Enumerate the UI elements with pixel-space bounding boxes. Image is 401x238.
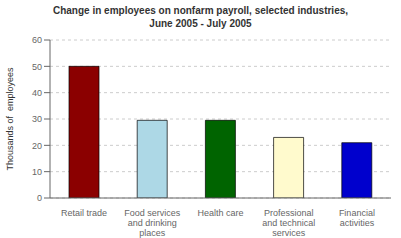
svg-text:Retail trade: Retail trade — [61, 208, 107, 218]
svg-text:60: 60 — [32, 35, 42, 45]
svg-text:0: 0 — [37, 193, 42, 203]
svg-text:Financialactivities: Financialactivities — [339, 208, 375, 228]
svg-text:Professionaland technicalservi: Professionaland technicalservices — [262, 208, 315, 238]
svg-text:40: 40 — [32, 88, 42, 98]
svg-text:20: 20 — [32, 141, 42, 151]
html-text:Change in employees on nonfarm: Change in employees on nonfarm payroll, … — [53, 5, 348, 29]
svg-text:50: 50 — [32, 62, 42, 72]
svg-text:10: 10 — [32, 167, 42, 177]
svg-text:Health care: Health care — [197, 208, 243, 218]
svg-text:30: 30 — [32, 114, 42, 124]
html-text:Thousands of employees: Thousands of employees — [5, 67, 15, 171]
svg-text:Food servicesand drinkingplace: Food servicesand drinkingplaces — [124, 208, 181, 238]
